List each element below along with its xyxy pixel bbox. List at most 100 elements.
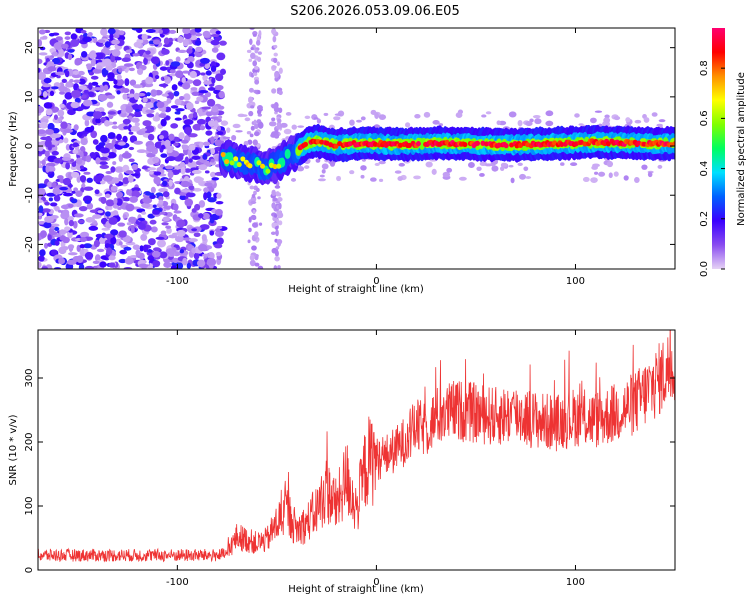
spectrogram-cell: [192, 79, 202, 87]
spectrogram-cell: [83, 243, 93, 249]
spectrogram-cell: [107, 152, 117, 159]
spectrogram-cell: [374, 162, 380, 166]
spectrogram-cell: [250, 195, 257, 203]
spectrogram-cell: [68, 183, 73, 188]
spectrogram-cell: [156, 101, 165, 109]
spectrogram-x-tick-label: 100: [566, 276, 585, 287]
spectrogram-cell: [85, 217, 96, 223]
spectrogram-cell: [532, 114, 541, 119]
spectrogram-cell: [199, 57, 210, 64]
spectrogram-cell: [250, 52, 256, 60]
spectrogram-cell: [51, 181, 57, 188]
spectrogram-cell: [96, 248, 105, 253]
spectrogram-cell: [118, 241, 123, 246]
spectrogram-y-tick-label: 0: [24, 143, 35, 149]
spectrogram-cell: [211, 77, 216, 84]
spectrogram-cell: [59, 91, 66, 95]
spectrogram-cell: [83, 186, 94, 191]
spectrogram-cell: [108, 205, 113, 211]
spectrogram-cell: [517, 162, 523, 167]
spectrogram-cell: [253, 131, 260, 137]
spectrogram-cell: [94, 189, 100, 195]
spectrogram-cell: [413, 175, 421, 180]
spectrogram-cell: [159, 66, 168, 71]
spectrogram-cell: [141, 54, 152, 58]
spectrogram-cell: [48, 231, 58, 235]
spectrogram-cell: [360, 174, 365, 179]
spectrogram-cell: [235, 130, 243, 133]
spectrogram-cell: [173, 142, 179, 147]
spectrogram-cell: [88, 52, 97, 59]
spectrogram-cell: [133, 41, 142, 48]
spectrogram-cell: [135, 249, 141, 257]
spectrogram-cell: [132, 244, 140, 250]
spectrogram-cell: [255, 39, 261, 46]
spectrogram-cell: [57, 175, 64, 180]
spectrogram-cell: [193, 252, 200, 260]
spectrogram-cell: [210, 147, 216, 155]
spectrogram-cell: [98, 94, 108, 102]
spectrogram-cell: [250, 125, 255, 131]
spectrogram-cell: [152, 204, 157, 209]
spectrogram-cell: [93, 87, 103, 91]
spectrogram-cell: [315, 158, 321, 163]
spectrogram-cell: [59, 186, 69, 191]
spectrogram-signal-cell: [559, 141, 565, 148]
spectrogram-cell: [185, 192, 196, 198]
spectrogram-cell: [271, 189, 276, 197]
spectrogram-cell: [188, 158, 193, 163]
spectrogram-cell: [250, 200, 257, 204]
spectrogram-y-tick-label: 10: [24, 90, 35, 103]
spectrogram-cell: [145, 28, 156, 33]
spectrogram-cell: [162, 216, 171, 222]
spectrogram-cell: [129, 93, 135, 98]
spectrogram-cell: [165, 156, 176, 162]
spectrogram-cell: [107, 111, 116, 115]
spectrogram-cell: [64, 92, 73, 100]
spectrogram-cell: [121, 57, 131, 63]
spectrogram-cell: [248, 110, 254, 117]
spectrogram-cell: [88, 71, 94, 76]
spectrogram-cell: [272, 197, 278, 202]
spectrogram-cell: [92, 260, 100, 265]
spectrogram-cell: [131, 163, 139, 171]
spectrogram-cell: [323, 112, 329, 116]
spectrogram-cell: [278, 107, 283, 114]
spectrogram-cell: [41, 266, 48, 269]
spectrogram-cell: [72, 142, 79, 148]
spectrogram-cell: [65, 143, 71, 151]
spectrogram-frame: [37, 27, 676, 270]
spectrogram-cell: [185, 127, 192, 136]
spectrogram-cell: [188, 238, 198, 243]
spectrogram-cell: [111, 39, 120, 45]
spectrogram-cell: [58, 246, 67, 255]
spectrogram-cell: [252, 139, 258, 146]
spectrogram-cell: [79, 236, 87, 243]
spectrogram-cell: [231, 134, 237, 141]
spectrogram-cell: [177, 35, 184, 44]
spectrogram-cell: [41, 159, 46, 167]
spectrogram-signal-cell: [303, 141, 309, 147]
spectrogram-cell: [147, 167, 157, 171]
spectrogram-cell: [128, 131, 134, 135]
spectrogram-cell: [254, 123, 259, 130]
snr-x-tick-label: -100: [166, 577, 189, 588]
spectrogram-y-tick-label: -10: [24, 187, 35, 203]
spectrogram-cell: [271, 117, 276, 122]
spectrogram-cell: [205, 130, 213, 136]
spectrogram-signal-cell: [475, 140, 481, 146]
spectrogram-cell: [496, 120, 501, 126]
spectrogram-cell: [360, 165, 367, 171]
spectrogram-cell: [250, 105, 255, 109]
spectrogram-cell: [131, 117, 140, 123]
spectrogram-cell: [217, 105, 225, 110]
spectrogram-cell: [108, 216, 118, 225]
spectrogram-cell: [71, 161, 77, 168]
spectrogram-cell: [241, 114, 248, 117]
spectrogram-cell: [188, 185, 195, 191]
spectrogram-noise-layer: [38, 28, 673, 269]
spectrogram-cell: [68, 252, 78, 256]
spectrogram-cell: [184, 156, 189, 165]
spectrogram-cell: [38, 183, 47, 189]
spectrogram-cell: [68, 219, 75, 227]
